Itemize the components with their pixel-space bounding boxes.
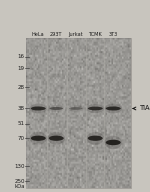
Text: 70: 70 [18, 136, 25, 141]
Text: 51: 51 [18, 121, 25, 126]
Text: 293T: 293T [50, 32, 63, 37]
Ellipse shape [87, 104, 104, 113]
Text: 38: 38 [18, 106, 25, 111]
Ellipse shape [48, 105, 64, 112]
Ellipse shape [48, 132, 65, 145]
Text: TCMK: TCMK [88, 32, 102, 37]
Ellipse shape [69, 107, 82, 110]
Text: 3T3: 3T3 [109, 32, 118, 37]
Bar [26, 38, 131, 188]
Ellipse shape [30, 132, 47, 145]
Text: HeLa: HeLa [32, 32, 45, 37]
Ellipse shape [68, 105, 84, 112]
Ellipse shape [88, 136, 103, 141]
Text: Jurkat: Jurkat [68, 32, 83, 37]
Ellipse shape [106, 140, 121, 145]
Ellipse shape [105, 103, 122, 113]
Ellipse shape [49, 136, 64, 141]
Ellipse shape [31, 107, 46, 110]
Ellipse shape [87, 132, 104, 145]
Ellipse shape [88, 107, 103, 110]
Text: 250: 250 [14, 179, 25, 184]
Ellipse shape [50, 107, 63, 110]
Ellipse shape [30, 103, 47, 113]
Ellipse shape [105, 136, 122, 149]
Text: 130: 130 [14, 164, 25, 169]
Ellipse shape [31, 136, 46, 141]
Text: 28: 28 [18, 85, 25, 90]
Ellipse shape [106, 107, 121, 110]
Text: kDa: kDa [14, 184, 25, 189]
Text: TIA-1: TIA-1 [133, 105, 150, 112]
Text: 19: 19 [18, 66, 25, 71]
Text: 16: 16 [18, 54, 25, 59]
